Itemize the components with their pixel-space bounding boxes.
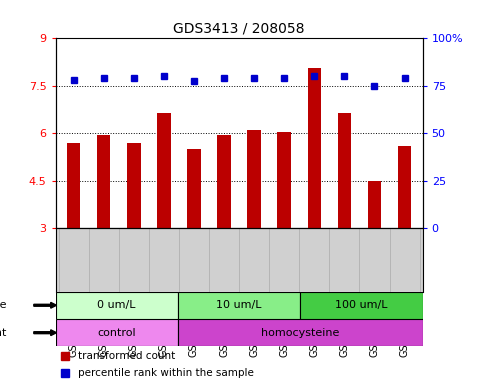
Bar [338,113,351,228]
Title: GDS3413 / 208058: GDS3413 / 208058 [173,22,305,36]
Bar [300,291,423,319]
Bar [187,149,201,228]
Text: dose: dose [0,300,7,310]
Bar [56,291,178,319]
Bar [67,143,80,228]
Text: control: control [98,328,136,338]
Bar [157,113,170,228]
Bar [247,130,261,228]
Text: percentile rank within the sample: percentile rank within the sample [78,368,254,378]
Text: transformed count: transformed count [78,351,175,361]
Text: 0 um/L: 0 um/L [98,300,136,310]
Bar [398,146,412,228]
Bar [97,135,111,228]
Bar [56,319,178,346]
Bar [217,135,231,228]
Text: 10 um/L: 10 um/L [216,300,262,310]
Bar [178,319,423,346]
Bar [308,68,321,228]
Text: homocysteine: homocysteine [261,328,340,338]
Bar [178,291,300,319]
Bar [277,132,291,228]
Bar [127,143,141,228]
Bar [368,181,381,228]
Text: agent: agent [0,328,7,338]
Text: 100 um/L: 100 um/L [335,300,388,310]
